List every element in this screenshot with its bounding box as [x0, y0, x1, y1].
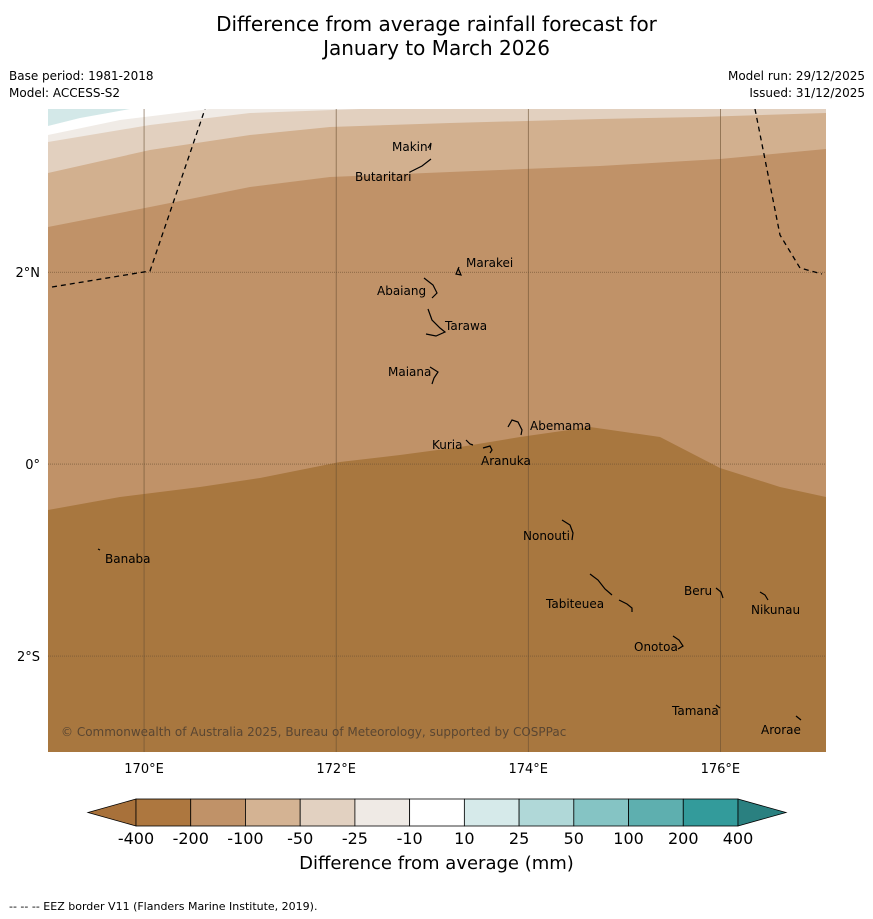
colorbar-box	[463, 798, 520, 827]
tabiteuea-south-outline	[618, 599, 633, 612]
abemama-outline	[507, 419, 523, 436]
title-line-1: Difference from average rainfall forecas…	[216, 12, 657, 36]
marakei-outline	[455, 266, 463, 276]
colorbar-tick-label: 10	[454, 829, 474, 848]
meta-left: Base period: 1981-2018 Model: ACCESS-S2	[9, 68, 154, 102]
band-plus-10	[48, 109, 130, 126]
title-line-2: January to March 2026	[323, 36, 550, 60]
y-tick-label: 2°S	[17, 650, 40, 665]
island-label-banaba: Banaba	[105, 552, 151, 566]
colorbar-tick-label: -50	[287, 829, 313, 848]
island-label-aranuka: Aranuka	[481, 454, 531, 468]
colorbar-arrow-right	[737, 798, 788, 827]
colorbar-arrow-left	[86, 798, 137, 827]
island-labels: Makin Butaritari Marakei Abaiang Tarawa …	[105, 140, 801, 737]
colorbar-box	[573, 798, 629, 827]
island-label-nonouti: Nonouti	[523, 529, 570, 543]
island-label-tarawa: Tarawa	[444, 319, 487, 333]
colorbar-box	[190, 798, 246, 827]
colorbar-box	[354, 798, 411, 827]
island-label-butaritari: Butaritari	[355, 170, 412, 184]
colorbar-box	[299, 798, 356, 827]
colorbar-tick-label: 200	[668, 829, 699, 848]
x-tick-label: 172°E	[316, 762, 356, 777]
colorbar-tick-label: 100	[613, 829, 644, 848]
island-label-arorae: Arorae	[761, 723, 801, 737]
nikunau-outline	[759, 591, 769, 601]
beru-outline	[715, 587, 724, 599]
colorbar-tick-label: -400	[118, 829, 154, 848]
tamana-outline	[715, 704, 721, 709]
band-minus-200	[48, 109, 826, 510]
kuria-outline	[465, 439, 474, 446]
banaba-outline	[97, 548, 101, 551]
island-label-abaiang: Abaiang	[377, 284, 426, 298]
eez-border-east	[754, 109, 823, 275]
y-tick-label: 0°	[25, 458, 40, 473]
base-period: Base period: 1981-2018	[9, 69, 154, 83]
meta-right: Model run: 29/12/2025 Issued: 31/12/2025	[728, 68, 865, 102]
issued-date: Issued: 31/12/2025	[749, 86, 865, 100]
island-label-marakei: Marakei	[466, 256, 513, 270]
abaiang-outline	[423, 277, 438, 299]
colorbar-box	[518, 798, 575, 827]
y-tick-label: 2°N	[16, 266, 41, 281]
island-label-tamana: Tamana	[671, 704, 719, 718]
copyright-notice: © Commonwealth of Australia 2025, Bureau…	[61, 725, 566, 739]
eez-borders	[51, 109, 823, 288]
colorbar-box	[135, 798, 192, 827]
gridlines	[48, 109, 826, 752]
colorbar-tick-label: -25	[342, 829, 368, 848]
island-label-beru: Beru	[684, 584, 712, 598]
model-name: Model: ACCESS-S2	[9, 86, 121, 100]
colorbar-tick-label: -100	[227, 829, 263, 848]
x-tick-label: 176°E	[701, 762, 741, 777]
band-minus-50	[48, 109, 826, 173]
island-outlines	[97, 142, 802, 721]
rainfall-field	[48, 109, 826, 752]
maiana-outline	[429, 366, 439, 385]
island-label-makin: Makin	[392, 140, 428, 154]
island-label-maiana: Maiana	[388, 365, 431, 379]
colorbar-tick-label: 400	[723, 829, 754, 848]
butaritari-outline	[409, 158, 432, 173]
colorbar-tick-label: 50	[564, 829, 584, 848]
colorbar-tick-label: -200	[173, 829, 209, 848]
island-label-abemama: Abemama	[530, 419, 591, 433]
x-tick-label: 170°E	[124, 762, 164, 777]
arorae-outline	[795, 715, 802, 721]
onotoa-outline	[672, 635, 684, 650]
axis-labels: 170°E 172°E 174°E 176°E 2°N 0° 2°S	[16, 266, 741, 777]
colorbar-box	[409, 798, 465, 827]
eez-footer-note: -- -- -- EEZ border V11 (Flanders Marine…	[9, 900, 318, 913]
aranuka-outline	[482, 445, 493, 454]
colorbar-box	[628, 798, 684, 827]
makin-outline	[427, 142, 432, 151]
colorbar-tick-label: 25	[509, 829, 529, 848]
colorbar: -400 -200 -100 -50 -25 -10 10 25 50 100 200 400	[86, 798, 788, 848]
island-label-nikunau: Nikunau	[751, 603, 800, 617]
model-run: Model run: 29/12/2025	[727, 69, 865, 83]
eez-border-west	[51, 109, 206, 288]
island-label-tabiteuea: Tabiteuea	[545, 597, 604, 611]
colorbar-title: Difference from average (mm)	[299, 853, 574, 874]
colorbar-box	[245, 798, 301, 827]
island-label-onotoa: Onotoa	[634, 640, 678, 654]
band-minus-100	[48, 109, 826, 227]
x-tick-label: 174°E	[508, 762, 548, 777]
island-label-kuria: Kuria	[432, 438, 463, 452]
tabiteuea-north-outline	[589, 573, 613, 596]
nonouti-outline	[561, 519, 574, 541]
chart-title: Difference from average rainfall forecas…	[0, 12, 873, 60]
colorbar-box	[682, 798, 739, 827]
tarawa-outline	[425, 308, 447, 337]
colorbar-tick-label: -10	[397, 829, 423, 848]
